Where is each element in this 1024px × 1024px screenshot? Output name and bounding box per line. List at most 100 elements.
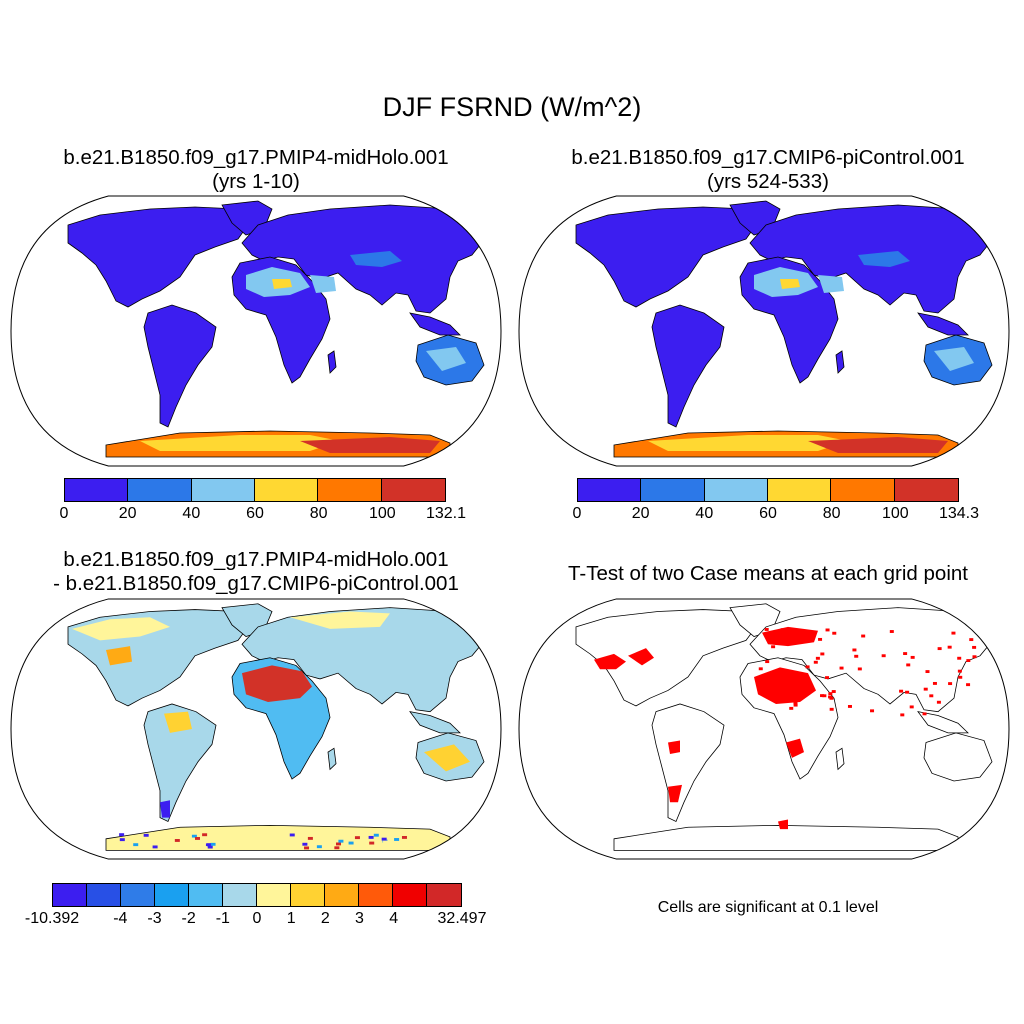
significant-cell (936, 700, 941, 704)
significant-cell (910, 655, 915, 659)
significant-cell (923, 687, 928, 691)
antarctica-band (648, 435, 848, 451)
significant-cell (958, 675, 963, 679)
significant-region (786, 738, 804, 758)
significant-cell (899, 689, 904, 693)
antarctica-cell (246, 839, 252, 843)
significant-cell (966, 659, 971, 662)
significant-cell (818, 637, 823, 641)
map-frame (518, 195, 1010, 467)
colorbar-bottom-left (52, 883, 462, 907)
continent-antarctica (105, 824, 451, 851)
colorbar-swatch (831, 479, 895, 501)
significant-cell (813, 660, 818, 664)
continent-madagascar (835, 747, 845, 771)
significant-cell (820, 652, 825, 656)
significant-cell (805, 665, 810, 669)
significant-region (778, 819, 788, 830)
significant-region (754, 667, 816, 704)
antarctica-cell (133, 843, 139, 847)
significant-region (762, 626, 818, 647)
map-frame (10, 598, 502, 860)
antarctica-cell (348, 841, 354, 845)
antarctica-cell (119, 833, 125, 837)
continent-antarctica (613, 824, 959, 851)
antarctica-cell (368, 835, 374, 839)
continent-madagascar (327, 747, 337, 771)
significant-region (594, 653, 626, 670)
continent-eurasia (241, 607, 489, 713)
panel-title-bottom-right: T-Test of two Case means at each grid po… (568, 562, 968, 585)
panel-title-bottom-left: b.e21.B1850.f09_g17.PMIP4-midHolo.001 - … (0, 548, 512, 596)
significant-cell (852, 648, 857, 652)
panel-title-top-left: b.e21.B1850.f09_g17.PMIP4-midHolo.001 (y… (0, 146, 512, 194)
colorbar-tick-label: 132.1 (425, 505, 467, 522)
significant-cell (957, 656, 962, 660)
significant-cell (857, 667, 862, 671)
antarctica-cell (202, 833, 208, 837)
significant-cell (922, 712, 927, 716)
antarctica-cell (310, 842, 316, 846)
continent-namerica (67, 206, 249, 308)
significant-cell (932, 681, 937, 685)
antarctica-cell (194, 837, 200, 840)
continent-seasia (409, 312, 461, 336)
australia-interior (426, 347, 466, 371)
map-panel-ttest (518, 598, 1010, 860)
antarctica-cell (143, 833, 149, 837)
central-asia-region (350, 251, 402, 267)
antarctica-cell (152, 845, 158, 849)
map-panel-picontrol (518, 195, 1010, 467)
significant-cell (780, 628, 785, 632)
colorbar-swatch (578, 479, 642, 501)
colorbar-tick-label: -1 (215, 910, 230, 927)
antarctica-cell (302, 842, 308, 846)
colorbar-swatch (290, 884, 325, 906)
colorbar-swatch (641, 479, 705, 501)
colorbar-tick-label: 32.497 (437, 910, 487, 927)
colorbar-tick-label: 100 (881, 505, 909, 522)
significant-cell (793, 701, 798, 705)
us-positive (106, 646, 132, 666)
colorbar-swatch (426, 884, 461, 906)
significant-cell (815, 656, 820, 660)
significant-cell (947, 645, 952, 649)
colorbar-tick-label: 0 (572, 505, 582, 522)
significant-cell (951, 631, 956, 635)
significant-region (668, 784, 682, 803)
significant-cell (829, 707, 834, 711)
significant-cell (969, 638, 974, 642)
colorbar-swatch (894, 479, 958, 501)
colorbar-tick-label: 2 (320, 910, 330, 927)
significant-cell (900, 713, 905, 717)
antarctica-cell (119, 838, 125, 842)
panel-title-top-right-line2: (yrs 524-533) (707, 170, 829, 193)
colorbar-tick-label: 80 (822, 505, 841, 522)
antarctica-cell (289, 833, 295, 837)
colorbar-tick-label: 134.3 (938, 505, 980, 522)
panel-title-top-right: b.e21.B1850.f09_g17.CMIP6-piControl.001 … (512, 146, 1024, 194)
significant-region (668, 740, 680, 755)
colorbar-swatch (128, 479, 192, 501)
map-panel-midholo (10, 195, 502, 467)
significant-cell (765, 660, 770, 664)
antarctica-cell (159, 843, 165, 847)
significant-cell (948, 682, 953, 686)
significant-cell (828, 695, 833, 699)
panel-title-top-left-line2: (yrs 1-10) (212, 170, 300, 193)
significant-cell (903, 652, 908, 656)
antarctica-cell (338, 839, 344, 843)
significant-cell (839, 666, 844, 670)
significant-cell (966, 683, 971, 687)
australia-positive (424, 744, 470, 772)
antarctica-cell (394, 838, 400, 841)
antarctica-cell (205, 843, 211, 847)
arabia-region (818, 275, 844, 293)
significant-cell (937, 647, 942, 651)
significant-cell (793, 692, 798, 696)
colorbar-tick-label: -10.392 (24, 910, 80, 927)
colorbar-swatch (53, 884, 87, 906)
colorbar-swatch (767, 479, 832, 501)
significant-cell (764, 628, 769, 631)
sahara-core (272, 279, 292, 289)
